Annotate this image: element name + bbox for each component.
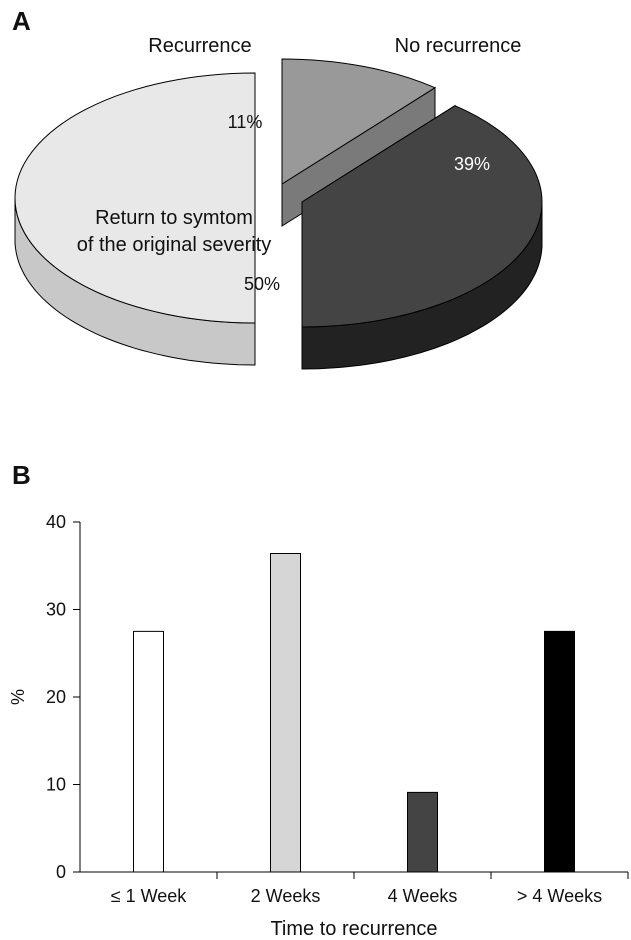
- x-axis-label: Time to recurrence: [270, 918, 437, 940]
- pie-slice-label: No recurrence: [395, 35, 522, 57]
- x-tick-label: > 4 Weeks: [517, 886, 602, 906]
- x-tick-label: 2 Weeks: [251, 886, 321, 906]
- panel-label-b: B: [12, 460, 31, 490]
- y-tick-label: 30: [46, 600, 66, 620]
- y-tick-label: 40: [46, 512, 66, 532]
- bar-2-weeks: [270, 553, 301, 873]
- y-tick-label: 0: [56, 862, 66, 882]
- pie-slice-recurrence: [281, 58, 437, 185]
- x-tick-label: ≤ 1 Week: [111, 886, 188, 906]
- panel-label-a: A: [12, 6, 31, 36]
- pie-value-label: 39%: [454, 154, 490, 174]
- pie-slice-return-to-symtom-of-the-original-severity: [14, 72, 256, 324]
- bar-4-weeks: [544, 630, 575, 873]
- pie-slice-label: Recurrence: [148, 35, 251, 57]
- pie-value-label: 50%: [244, 274, 280, 294]
- pie-slice-label: Return to symtom: [95, 207, 253, 229]
- pie-chart: Recurrence 11% No recurrence 39% Return to s…: [14, 35, 543, 370]
- pie-slice-label: of the original severity: [77, 234, 272, 256]
- y-axis-label: %: [8, 689, 28, 705]
- y-tick-label: 10: [46, 775, 66, 795]
- bar-4-weeks: [407, 791, 438, 873]
- y-tick-label: 20: [46, 687, 66, 707]
- x-tick-label: 4 Weeks: [388, 886, 458, 906]
- pie-value-label: 11%: [228, 112, 263, 132]
- bar-1-week: [133, 630, 164, 873]
- pie-slice-no-recurrence: [301, 105, 543, 328]
